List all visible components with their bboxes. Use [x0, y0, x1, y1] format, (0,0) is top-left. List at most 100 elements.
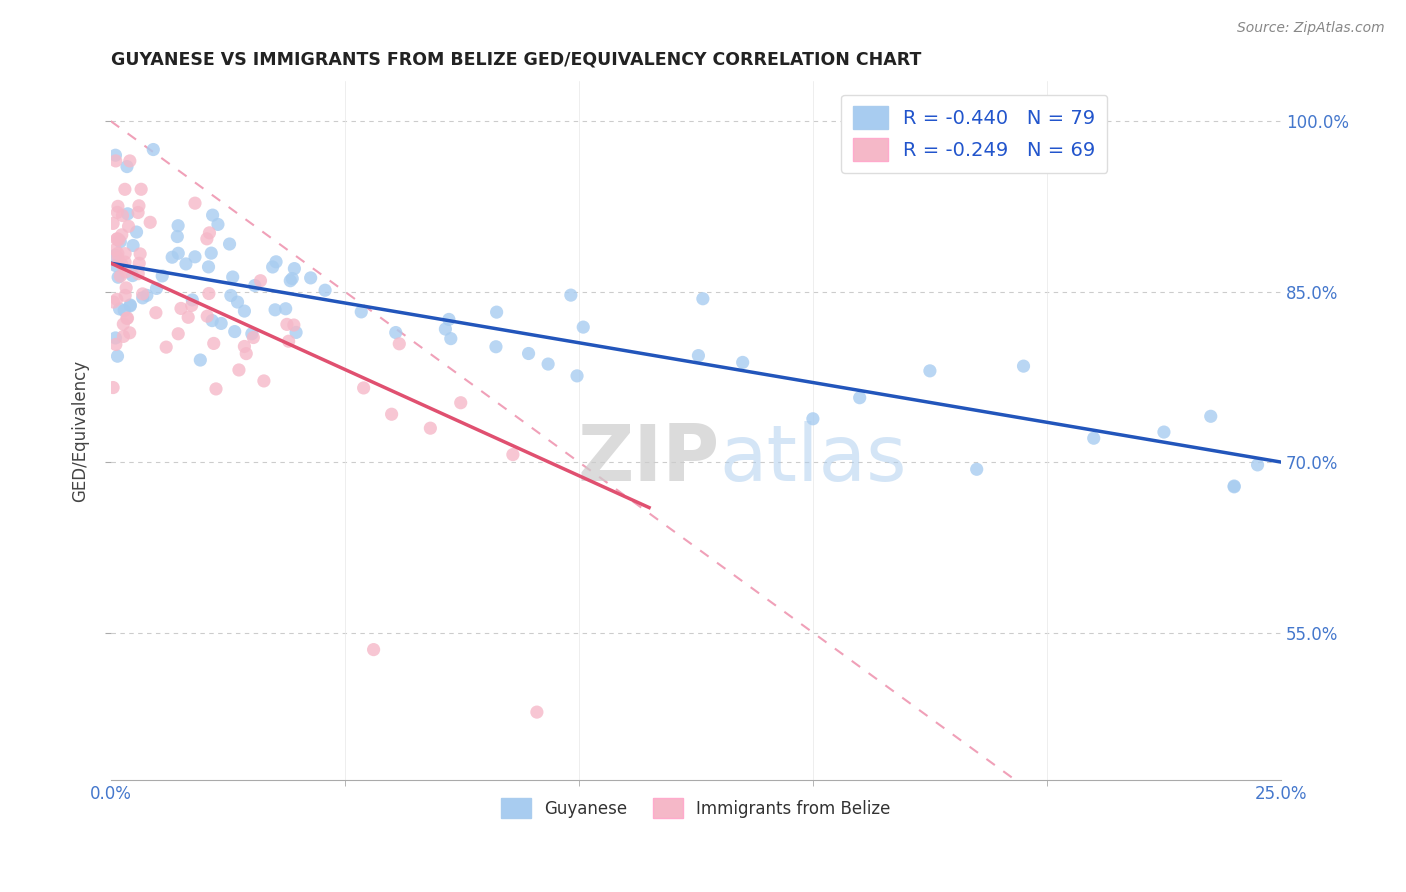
- Point: [117, 207, 139, 221]
- Point: [209, 317, 232, 331]
- Point: [104, 259, 127, 273]
- Point: [1012, 359, 1035, 373]
- Point: [918, 364, 941, 378]
- Point: [219, 288, 242, 302]
- Text: atlas: atlas: [720, 421, 907, 497]
- Point: [195, 309, 218, 323]
- Point: [139, 215, 162, 229]
- Point: [114, 246, 136, 260]
- Point: [235, 346, 257, 360]
- Point: [202, 336, 225, 351]
- Point: [502, 448, 524, 462]
- Point: [688, 349, 710, 363]
- Point: [188, 353, 211, 368]
- Point: [283, 261, 305, 276]
- Point: [111, 227, 134, 242]
- Point: [253, 374, 276, 388]
- Point: [450, 395, 472, 409]
- Point: [167, 219, 190, 233]
- Point: [150, 268, 173, 283]
- Point: [104, 148, 127, 162]
- Point: [177, 310, 200, 325]
- Point: [240, 326, 263, 341]
- Point: [228, 363, 250, 377]
- Point: [1153, 425, 1175, 439]
- Point: [104, 337, 127, 351]
- Point: [200, 246, 222, 260]
- Point: [233, 304, 256, 318]
- Point: [128, 199, 150, 213]
- Point: [105, 232, 128, 246]
- Point: [125, 225, 148, 239]
- Point: [101, 216, 124, 230]
- Point: [145, 306, 167, 320]
- Point: [384, 326, 406, 340]
- Point: [249, 274, 271, 288]
- Point: [135, 288, 157, 302]
- Point: [181, 293, 204, 307]
- Point: [170, 301, 193, 316]
- Point: [167, 246, 190, 260]
- Point: [264, 254, 287, 268]
- Point: [222, 270, 245, 285]
- Point: [242, 330, 264, 344]
- Y-axis label: GED/Equivalency: GED/Equivalency: [72, 359, 89, 502]
- Point: [1246, 458, 1268, 472]
- Point: [107, 199, 129, 213]
- Point: [848, 391, 870, 405]
- Point: [114, 255, 136, 269]
- Point: [120, 298, 142, 312]
- Point: [350, 305, 373, 319]
- Point: [207, 218, 229, 232]
- Point: [121, 268, 143, 283]
- Point: [104, 153, 127, 168]
- Point: [434, 322, 457, 336]
- Point: [419, 421, 441, 435]
- Point: [155, 340, 177, 354]
- Point: [142, 143, 165, 157]
- Point: [314, 283, 336, 297]
- Point: [128, 256, 150, 270]
- Point: [107, 251, 129, 265]
- Point: [274, 301, 297, 316]
- Point: [129, 247, 152, 261]
- Point: [108, 233, 131, 247]
- Point: [243, 278, 266, 293]
- Point: [381, 407, 404, 421]
- Point: [233, 339, 256, 353]
- Point: [485, 305, 508, 319]
- Point: [195, 232, 218, 246]
- Point: [1083, 431, 1105, 445]
- Point: [1223, 480, 1246, 494]
- Point: [485, 340, 508, 354]
- Point: [117, 219, 139, 234]
- Point: [363, 642, 385, 657]
- Point: [166, 229, 188, 244]
- Text: ZIP: ZIP: [576, 421, 720, 497]
- Point: [122, 238, 145, 252]
- Point: [111, 258, 134, 272]
- Point: [801, 411, 824, 425]
- Point: [1199, 409, 1222, 424]
- Point: [198, 226, 221, 240]
- Text: GUYANESE VS IMMIGRANTS FROM BELIZE GED/EQUIVALENCY CORRELATION CHART: GUYANESE VS IMMIGRANTS FROM BELIZE GED/E…: [111, 51, 921, 69]
- Point: [115, 265, 138, 279]
- Point: [112, 329, 135, 343]
- Point: [105, 205, 128, 219]
- Point: [174, 257, 197, 271]
- Point: [198, 286, 221, 301]
- Point: [517, 346, 540, 360]
- Point: [104, 331, 127, 345]
- Point: [127, 205, 149, 219]
- Point: [966, 462, 988, 476]
- Point: [180, 298, 202, 312]
- Point: [226, 295, 249, 310]
- Point: [218, 237, 240, 252]
- Point: [127, 267, 149, 281]
- Point: [276, 318, 298, 332]
- Point: [692, 292, 714, 306]
- Point: [112, 317, 135, 331]
- Point: [120, 299, 142, 313]
- Point: [115, 281, 138, 295]
- Legend: Guyanese, Immigrants from Belize: Guyanese, Immigrants from Belize: [495, 792, 897, 824]
